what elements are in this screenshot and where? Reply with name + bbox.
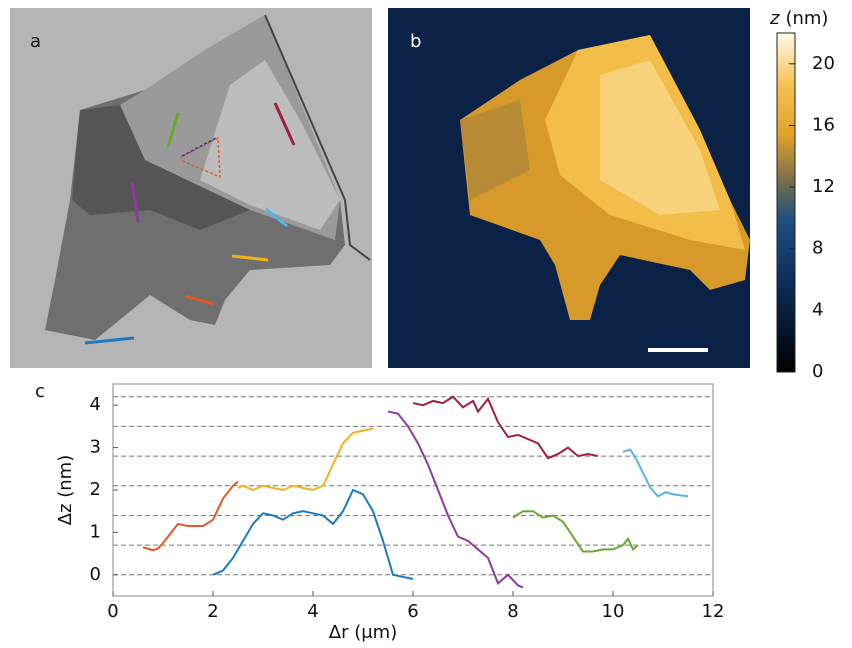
y-tick-label: 0 (90, 564, 101, 585)
optical-image: a (10, 8, 372, 368)
y-tick-label: 3 (90, 437, 101, 458)
y-tick-label: 4 (90, 394, 101, 415)
x-tick-label: 0 (107, 601, 118, 622)
series-line (238, 429, 373, 490)
panel-label: c (35, 381, 45, 402)
colorbar-tick-label: 16 (812, 114, 835, 135)
series-line (213, 490, 413, 579)
colorbar-label: z(nm) (769, 8, 828, 29)
series-line (413, 397, 598, 458)
series-line (623, 450, 688, 497)
panel-label: b (410, 31, 421, 52)
colorbar-tick-label: 20 (812, 53, 835, 74)
colorbar-unit: (nm) (785, 8, 828, 29)
y-tick-label: 1 (90, 521, 101, 542)
colorbar-symbol: z (769, 8, 780, 29)
plot-frame (113, 384, 713, 596)
x-tick-label: 12 (702, 601, 725, 622)
series-line (388, 412, 523, 588)
x-tick-label: 8 (507, 601, 518, 622)
x-tick-label: 2 (207, 601, 218, 622)
afm-image: b (388, 8, 750, 368)
x-tick-label: 10 (602, 601, 625, 622)
colorbar-tick-label: 0 (812, 361, 823, 382)
colorbar-tick-label: 4 (812, 299, 823, 320)
x-tick-label: 6 (407, 601, 418, 622)
colorbar-tick-label: 12 (812, 176, 835, 197)
y-axis-label: Δz (nm) (55, 455, 76, 525)
x-axis-label: Δr (μm) (329, 622, 397, 643)
colorbar-tick-label: 8 (812, 238, 823, 259)
page: a b z(nm) c Δr (μm) Δz (nm) 048121620012… (0, 0, 852, 648)
panel-label: a (30, 31, 41, 52)
x-tick-label: 4 (307, 601, 318, 622)
colorbar (777, 33, 795, 372)
y-tick-label: 2 (90, 479, 101, 500)
figure: a b z(nm) c Δr (μm) Δz (nm) 048121620012… (0, 0, 852, 648)
